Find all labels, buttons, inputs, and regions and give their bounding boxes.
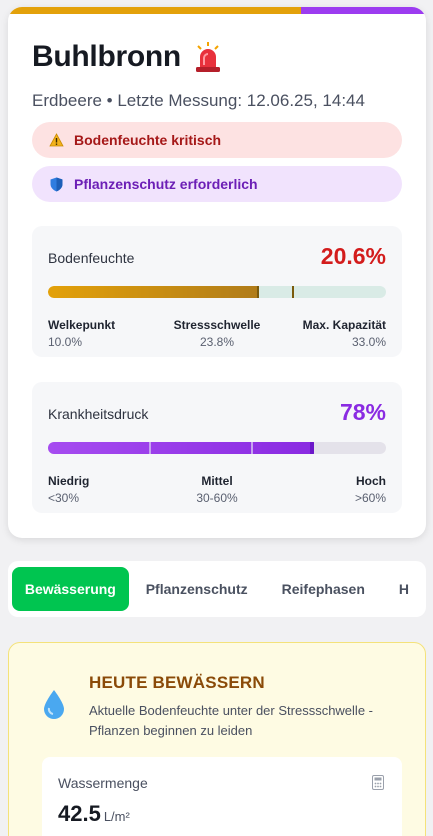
page-title: Buhlbronn [32, 40, 181, 73]
scale-name: Mittel [201, 474, 233, 488]
soil-moisture-level-marker [257, 286, 259, 298]
scale-stress-threshold: Stressschwelle 23.8% [32, 318, 402, 349]
irrigation-title: HEUTE BEWÄSSERN [89, 673, 265, 692]
status-stripe [8, 7, 426, 14]
status-stripe-disease [301, 7, 426, 14]
water-amount-unit: L/m² [103, 809, 130, 824]
scale-name: Niedrig [48, 474, 90, 488]
stress-threshold-marker [292, 286, 294, 298]
alert-plant-protection-label: Pflanzenschutz erforderlich [74, 176, 258, 192]
alert-plant-protection: Pflanzenschutz erforderlich [32, 166, 402, 202]
field-subtitle: Erdbeere • Letzte Messung: 12.06.25, 14:… [32, 91, 365, 110]
low-threshold-marker [149, 442, 151, 454]
tab-ripening-phases[interactable]: Reifephasen [281, 581, 365, 597]
tab-irrigation[interactable]: Bewässerung [12, 567, 129, 611]
scale-name: Welkepunkt [48, 318, 116, 332]
tab-plant-protection[interactable]: Pflanzenschutz [145, 581, 248, 597]
water-amount-label: Wassermenge [58, 775, 148, 791]
scale-value: 23.8% [199, 335, 235, 349]
section-tabs: Bewässerung Pflanzenschutz Reifephasen H [8, 561, 426, 617]
field-status-card: Buhlbronn Erdbeere • Letzte Messung: 12.… [8, 7, 426, 538]
scale-max-capacity: Max. Kapazität 33.0% [303, 318, 386, 349]
disease-pressure-bar-fill [48, 442, 312, 454]
scale-high: Hoch >60% [355, 474, 386, 505]
water-amount-number: 42.5 [58, 801, 101, 826]
water-amount-box: Wassermenge 42.5 L/m² [42, 757, 402, 836]
scale-value: <30% [48, 491, 80, 505]
scale-value: 33.0% [351, 335, 386, 349]
disease-pressure-label: Krankheitsdruck [48, 406, 149, 422]
siren-icon [195, 41, 221, 73]
soil-moisture-bar-fill [48, 286, 259, 298]
scale-name: Hoch [356, 474, 386, 488]
scale-medium: Mittel 30-60% [32, 474, 402, 505]
soil-moisture-label: Bodenfeuchte [48, 250, 135, 266]
scale-value: >60% [354, 491, 386, 505]
water-amount-value: 42.5 L/m² [58, 801, 130, 827]
alert-soil-moisture: Bodenfeuchte kritisch [32, 122, 402, 158]
scale-value: 30-60% [196, 491, 238, 505]
calculator-icon[interactable] [372, 775, 384, 795]
irrigation-text: Aktuelle Bodenfeuchte unter der Stresssc… [89, 703, 373, 738]
high-threshold-marker [251, 442, 253, 454]
disease-pressure-value: 78% [339, 399, 386, 425]
disease-pressure-panel: Krankheitsdruck 78% Niedrig <30% Mittel … [32, 382, 402, 513]
shield-icon [48, 176, 64, 192]
soil-moisture-value: 20.6% [320, 243, 386, 269]
scale-name: Stressschwelle [173, 318, 261, 332]
scale-wilting-point: Welkepunkt 10.0% [48, 318, 115, 349]
water-drop-icon [42, 689, 66, 726]
alert-soil-moisture-label: Bodenfeuchte kritisch [74, 132, 222, 148]
soil-moisture-panel: Bodenfeuchte 20.6% Welkepunkt 10.0% Stre… [32, 226, 402, 357]
tab-more[interactable]: H [398, 581, 409, 597]
warning-icon [48, 132, 64, 148]
disease-pressure-bar [48, 442, 386, 454]
disease-pressure-level-marker [310, 442, 314, 454]
scale-value: 10.0% [48, 335, 83, 349]
scale-name: Max. Kapazität [302, 318, 386, 332]
status-stripe-moisture [8, 7, 301, 14]
title-row: Buhlbronn [32, 40, 221, 74]
scale-low: Niedrig <30% [48, 474, 89, 505]
soil-moisture-bar [48, 286, 386, 298]
irrigation-card: HEUTE BEWÄSSERN Aktuelle Bodenfeuchte un… [8, 642, 426, 836]
